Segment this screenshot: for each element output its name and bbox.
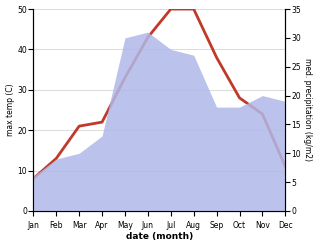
Y-axis label: med. precipitation (kg/m2): med. precipitation (kg/m2) xyxy=(303,59,313,162)
X-axis label: date (month): date (month) xyxy=(126,232,193,242)
Y-axis label: max temp (C): max temp (C) xyxy=(5,84,15,136)
